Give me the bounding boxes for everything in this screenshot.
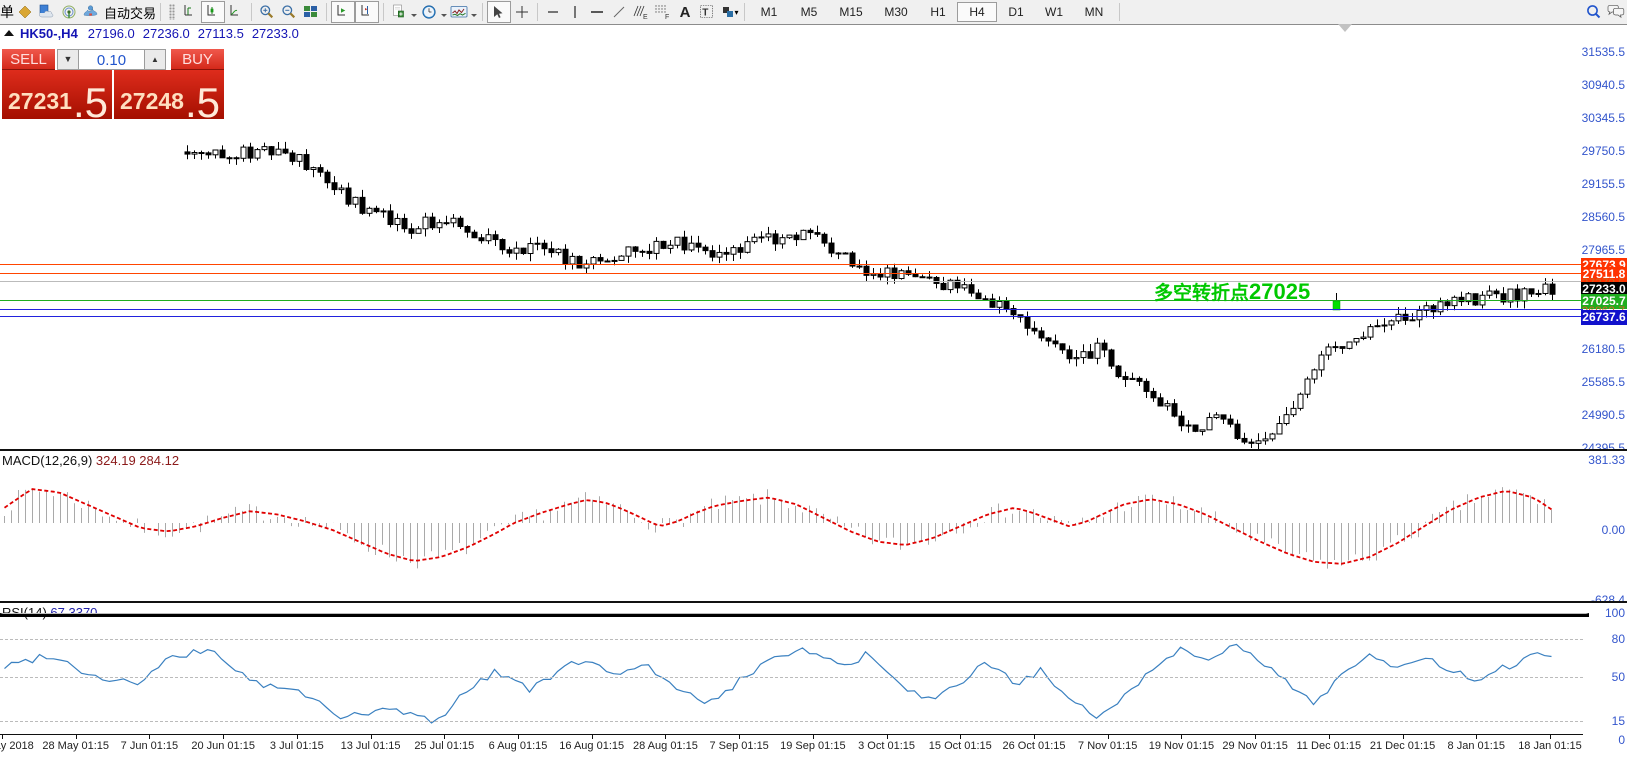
svg-text:E: E (643, 14, 648, 20)
svg-text:F: F (665, 14, 669, 20)
svg-text:T: T (702, 8, 708, 19)
